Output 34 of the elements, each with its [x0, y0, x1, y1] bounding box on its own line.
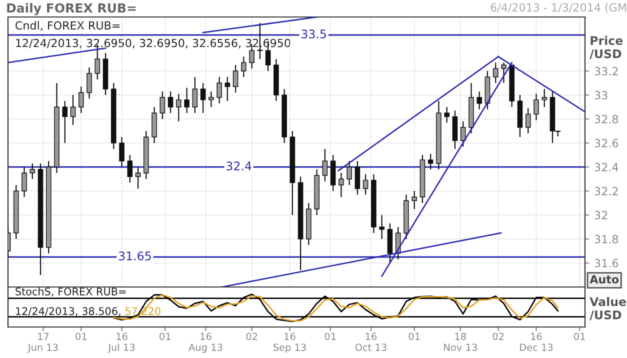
annotation: StochS, FOREX RUB=	[16, 287, 126, 297]
ref-line-label: 31.65	[118, 251, 151, 260]
chart-subtitle: 6/4/2013 - 1/3/2014 (GM	[490, 3, 626, 13]
x-tick-label: 01	[160, 332, 170, 340]
ref-line-label: 32.4	[226, 161, 252, 170]
y-axis-title: Value /USD	[590, 297, 626, 320]
x-tick-label: 01	[574, 332, 585, 340]
y-tick-label: 33.2	[594, 66, 618, 76]
x-tick-label: 18 Nov 13	[444, 332, 477, 351]
x-tick-label: 02	[492, 332, 504, 340]
y-tick-label: 32.6	[594, 138, 618, 148]
y-tick-label: 31.6	[594, 258, 618, 268]
y-tick-label: 32.4	[594, 162, 618, 172]
x-tick-label: 01	[76, 332, 86, 340]
y-tick-label: 32.8	[594, 114, 618, 124]
x-tick-label: 01	[408, 332, 420, 340]
x-tick-label: 16 Sep 13	[273, 332, 306, 353]
text: Auto	[590, 275, 619, 284]
x-tick-label: 16 Jul 13	[108, 332, 135, 353]
ref-line-label: 33.5	[302, 29, 326, 38]
y-tick-label: 31.8	[594, 234, 618, 244]
y-tick-label: 32	[594, 210, 608, 220]
y-tick-label: 32.2	[594, 186, 618, 196]
x-tick-label: 16 Aug 13	[188, 332, 222, 353]
x-tick-label: 16 Oct 13	[355, 332, 386, 351]
chart-title: Daily FOREX RUB=	[7, 3, 136, 16]
x-tick-label: 01	[324, 332, 336, 340]
annotation: 12/24/2013, 38.506,	[16, 307, 120, 316]
y-tick-label: 33	[594, 90, 608, 100]
x-tick-label: 16 Dec 13	[520, 332, 553, 351]
annotation: Cndl, FOREX RUB=	[16, 21, 120, 31]
x-tick-label: 17 Jun 13	[27, 332, 58, 353]
x-tick-label: 02	[246, 332, 258, 340]
y-axis-title: Price /USD	[590, 36, 623, 60]
